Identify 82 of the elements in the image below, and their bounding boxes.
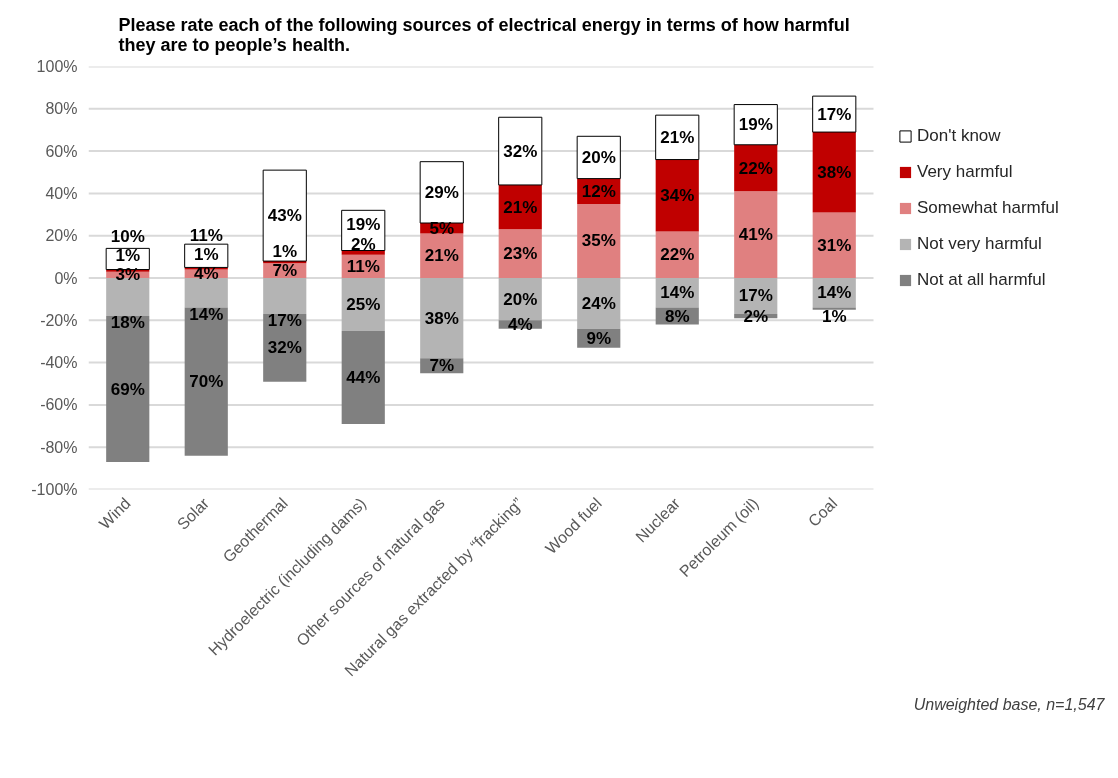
data-label: 14%: [189, 304, 224, 324]
data-label: 24%: [581, 293, 616, 313]
data-label: 21%: [503, 197, 538, 217]
data-label: 32%: [503, 141, 538, 161]
bar: [341, 250, 385, 255]
y-tick-label: 40%: [45, 184, 78, 202]
data-label: 32%: [267, 338, 302, 358]
legend-label: Don't know: [917, 126, 1001, 147]
y-tick-label: -100%: [31, 481, 78, 498]
bar: [577, 203, 621, 278]
y-tick-label: 0%: [54, 269, 78, 287]
data-label: 14%: [817, 283, 852, 303]
data-label: 43%: [267, 206, 302, 226]
data-label: 12%: [581, 181, 616, 201]
data-label: 7%: [272, 261, 298, 281]
bar: [812, 307, 856, 310]
legend-label: Very harmful: [917, 162, 1013, 183]
bar: [734, 191, 778, 278]
data-label: 1%: [115, 246, 141, 266]
data-label: 7%: [429, 356, 455, 376]
y-tick-label: 100%: [36, 58, 78, 75]
data-label: 1%: [272, 242, 298, 262]
y-tick-label: 80%: [45, 100, 78, 118]
bar: [263, 278, 307, 314]
data-label: 10%: [110, 227, 145, 247]
data-label: 3%: [115, 265, 141, 285]
data-label: 1%: [821, 306, 847, 326]
bar: [262, 169, 307, 262]
data-label: 9%: [586, 328, 612, 348]
y-tick-label: -80%: [40, 438, 78, 456]
data-label: 14%: [660, 283, 695, 303]
bar: [812, 212, 856, 278]
data-label: 22%: [660, 245, 695, 265]
bar: [655, 159, 699, 232]
data-label: 38%: [424, 308, 459, 328]
bar: [106, 316, 150, 463]
data-label: 2%: [350, 234, 376, 254]
legend-label: Not at all harmful: [917, 270, 1046, 291]
data-label: 29%: [424, 182, 459, 202]
bar: [184, 307, 228, 456]
y-tick-label: 20%: [45, 227, 78, 245]
y-tick-label: -20%: [40, 311, 78, 329]
data-label: 20%: [503, 289, 538, 309]
y-tick-label: 60%: [45, 142, 78, 160]
data-label: 11%: [189, 226, 223, 246]
data-label: 17%: [738, 286, 773, 306]
data-label: 11%: [346, 256, 380, 276]
y-tick-label: -40%: [40, 354, 78, 372]
data-label: 23%: [503, 244, 538, 264]
data-label: 70%: [189, 372, 224, 392]
data-label: 21%: [660, 127, 695, 147]
data-label: 17%: [817, 104, 852, 124]
data-label: 38%: [817, 162, 852, 182]
bar: [420, 278, 464, 359]
y-tick-label: -60%: [40, 396, 78, 414]
data-label: 35%: [581, 231, 616, 251]
data-label: 4%: [193, 264, 219, 284]
data-label: 2%: [743, 306, 769, 326]
data-label: 17%: [267, 310, 302, 330]
bar: [498, 116, 543, 186]
data-label: 5%: [429, 218, 455, 238]
bar: [341, 330, 385, 424]
data-label: 25%: [346, 294, 381, 314]
bar: [184, 278, 228, 308]
data-label: 1%: [193, 245, 219, 265]
data-label: 41%: [738, 225, 773, 245]
data-label: 34%: [660, 186, 695, 206]
data-label: 44%: [346, 367, 381, 387]
legend-label: Somewhat harmful: [917, 198, 1059, 219]
data-label: 21%: [424, 246, 459, 266]
chart-title: Please rate each of the following sources of electrical energy in terms of how harmful they are to people’s health.: [118, 14, 850, 55]
bar: [106, 278, 150, 317]
data-label: 31%: [817, 235, 852, 255]
data-label: 18%: [110, 313, 145, 333]
data-label: 19%: [738, 115, 773, 135]
data-label: 20%: [581, 147, 616, 167]
data-label: 19%: [346, 215, 381, 235]
data-label: 22%: [738, 158, 773, 178]
text: Unweighted base, n=1,547: [913, 695, 1106, 713]
data-label: 8%: [664, 306, 690, 326]
data-label: 69%: [110, 379, 145, 399]
legend-label: Not very harmful: [917, 234, 1042, 255]
